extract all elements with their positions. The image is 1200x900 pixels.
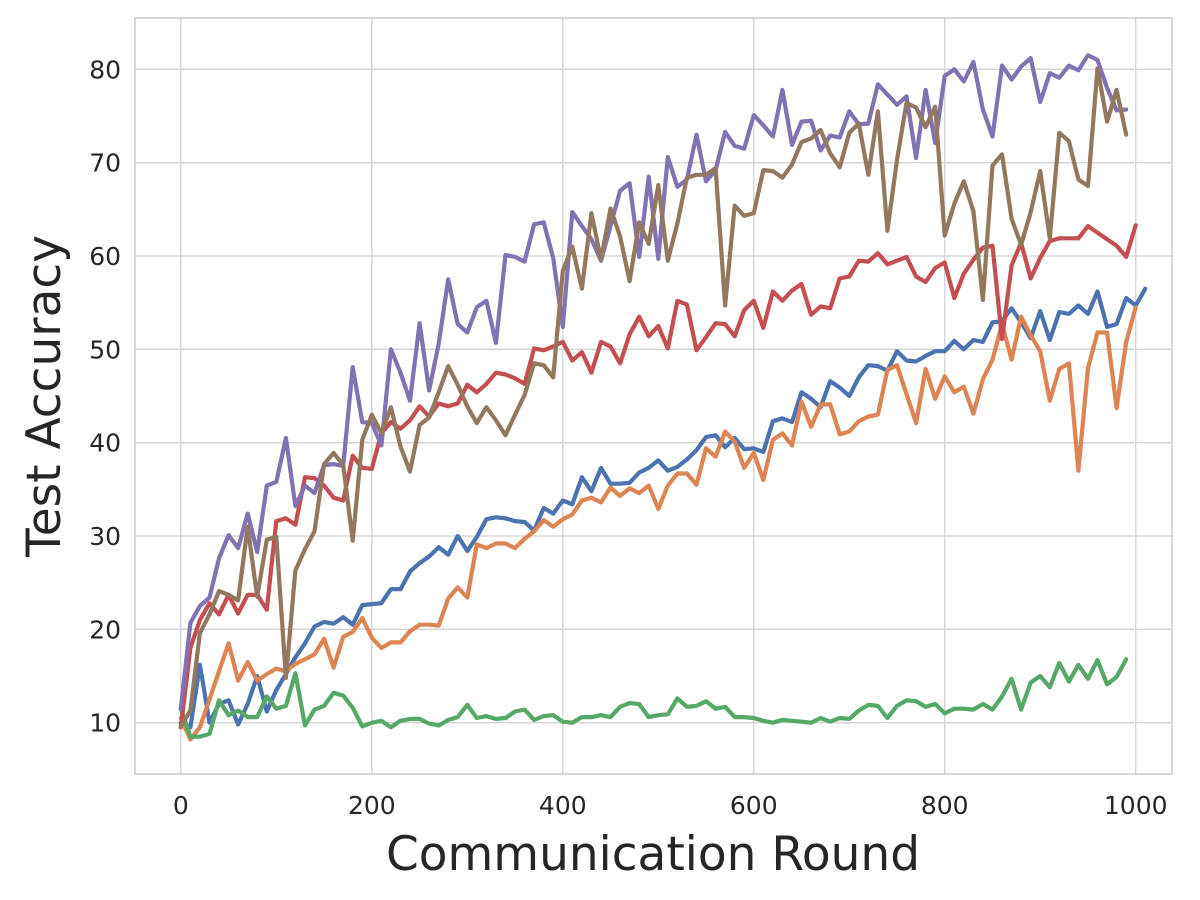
plot-frame — [134, 17, 1173, 775]
x-tick-label: 1000 — [1104, 791, 1168, 820]
y-axis-title: Test Accuracy — [17, 235, 72, 558]
y-tick-label: 10 — [89, 709, 121, 738]
y-tick-labels: 10 20 30 40 50 60 70 80 — [89, 55, 121, 737]
y-tick-label: 50 — [89, 335, 121, 364]
series-line-3 — [178, 657, 1129, 739]
y-tick-label: 80 — [89, 55, 121, 84]
horizontal-gridlines — [135, 68, 1172, 724]
x-tick-label: 200 — [348, 791, 396, 820]
y-tick-label: 70 — [89, 149, 121, 178]
x-tick-label: 800 — [921, 791, 969, 820]
series-layer — [178, 53, 1148, 742]
y-tick-label: 20 — [89, 615, 121, 644]
vertical-gridlines — [180, 18, 1137, 774]
y-tick-label: 30 — [89, 522, 121, 551]
x-tick-label: 400 — [539, 791, 587, 820]
plot-background — [135, 18, 1172, 774]
x-tick-labels: 0 200 400 600 800 1000 — [173, 791, 1168, 820]
x-tick-label: 0 — [173, 791, 189, 820]
series-line-1 — [178, 286, 1148, 730]
x-tick-label: 600 — [730, 791, 778, 820]
x-axis-title: Communication Round — [386, 827, 920, 882]
y-tick-label: 60 — [89, 242, 121, 271]
series-line-2 — [178, 305, 1138, 742]
series-line-6 — [178, 66, 1129, 729]
y-tick-label: 40 — [89, 429, 121, 458]
